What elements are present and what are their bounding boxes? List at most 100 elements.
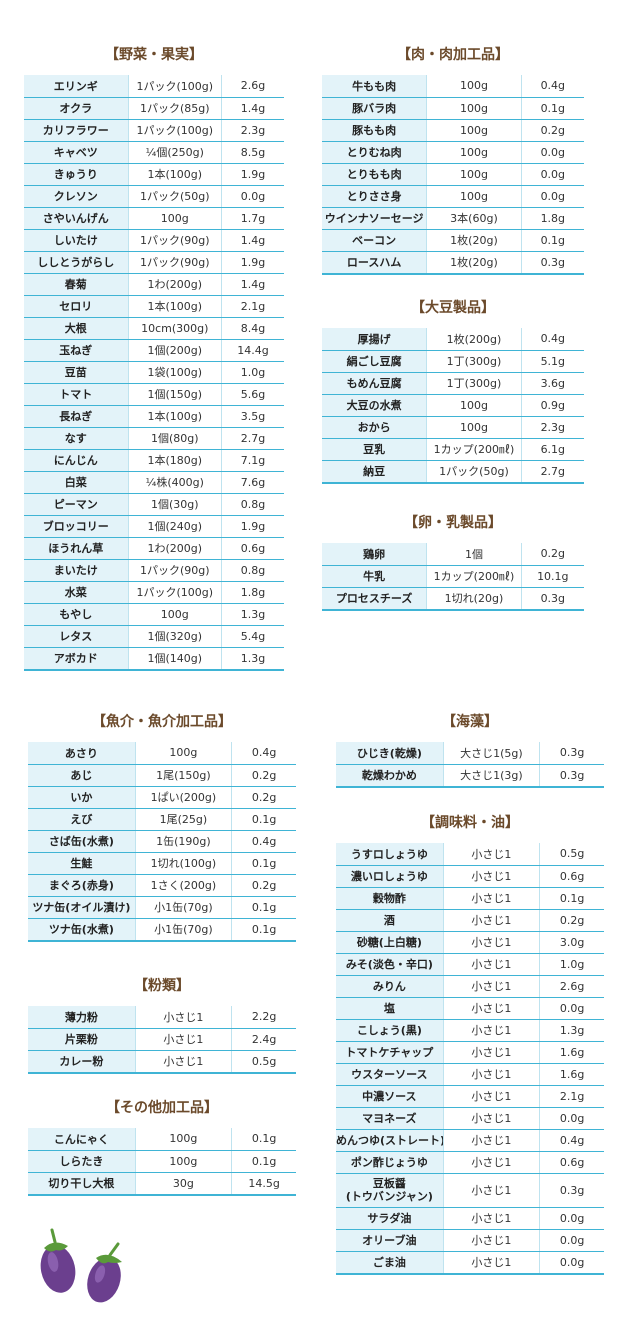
section-title: 【その他加工品】 xyxy=(106,1100,218,1116)
food-amount: 1本(180g) xyxy=(127,449,222,472)
table-row: みりん 小さじ1 2.6g xyxy=(336,975,604,998)
table-row: 厚揚げ 1枚(200g) 0.4g xyxy=(322,328,584,351)
table-row: 穀物酢 小さじ1 0.1g xyxy=(336,887,604,910)
food-value: 0.8g xyxy=(221,559,284,582)
section-title: 【粉類】 xyxy=(134,978,190,994)
table-row: カリフラワー 1パック(100g) 2.3g xyxy=(24,119,284,142)
food-value: 0.1g xyxy=(231,896,296,919)
food-value: 0.0g xyxy=(539,1251,604,1275)
table-row: トマト 1個(150g) 5.6g xyxy=(24,383,284,406)
table-row: ほうれん草 1わ(200g) 0.6g xyxy=(24,537,284,560)
food-value: 0.6g xyxy=(539,865,604,888)
food-name: 豆板醤 (トウバンジャン) xyxy=(336,1173,444,1208)
table-row: さやいんげん 100g 1.7g xyxy=(24,207,284,230)
food-amount: 大さじ1(5g) xyxy=(442,742,540,765)
food-name: ツナ缶(水煮) xyxy=(28,918,136,942)
food-amount: 1パック(100g) xyxy=(127,75,222,98)
section-soy: 【大豆製品】 厚揚げ 1枚(200g) 0.4g 絹ごし豆腐 1丁(300g) 5.1g も… xyxy=(322,298,584,484)
food-name: セロリ xyxy=(24,295,128,318)
dairy-table: 鶏卵 1個 0.2g 牛乳 1カップ(200㎖) 10.1g プロセスチーズ 1切れ(20g)… xyxy=(322,543,584,611)
eggplant-icon xyxy=(87,1242,122,1303)
food-value: 0.1g xyxy=(231,1128,296,1151)
food-amount: 1個(80g) xyxy=(127,427,222,450)
food-name: 大豆の水煮 xyxy=(322,394,427,417)
food-name: ロースハム xyxy=(322,251,427,275)
food-value: 1.3g xyxy=(539,1019,604,1042)
food-amount: 小さじ1 xyxy=(134,1006,232,1029)
table-row: 酒小さじ1 0.2g xyxy=(336,909,604,932)
food-amount: 3本(60g) xyxy=(426,207,522,230)
food-name: 乾燥わかめ xyxy=(336,764,444,788)
food-name: 中濃ソース xyxy=(336,1085,444,1108)
food-value: 1.0g xyxy=(221,361,284,384)
food-name: アボカド xyxy=(24,647,128,671)
food-name: ほうれん草 xyxy=(24,537,128,560)
food-name: 豚もも肉 xyxy=(322,119,427,142)
table-row: 生鮭 1切れ(100g) 0.1g xyxy=(28,852,296,875)
food-amount: 1枚(20g) xyxy=(426,229,522,252)
table-row: とりもも肉 100g 0.0g xyxy=(322,163,584,186)
food-amount: 1缶(190g) xyxy=(134,830,232,853)
table-row: トマトケチャップ 小さじ1 1.6g xyxy=(336,1041,604,1064)
food-value: 1.9g xyxy=(221,163,284,186)
table-row: カレー粉 小さじ1 0.5g xyxy=(28,1050,296,1074)
food-amount: 小さじ1 xyxy=(442,865,540,888)
table-row: なす 1個(80g) 2.7g xyxy=(24,427,284,450)
food-value: 0.2g xyxy=(520,119,584,142)
food-value: 1.6g xyxy=(539,1041,604,1064)
food-name: あじ xyxy=(28,764,136,787)
table-row: 大根 10cm(300g) 8.4g xyxy=(24,317,284,340)
food-amount: 100g xyxy=(127,603,222,626)
food-value: 2.1g xyxy=(221,295,284,318)
food-name: 牛もも肉 xyxy=(322,75,427,98)
table-row: ウインナソーセージ 3本(60g) 1.8g xyxy=(322,207,584,230)
food-name: まぐろ(赤身) xyxy=(28,874,136,897)
food-name: いか xyxy=(28,786,136,809)
food-value: 0.6g xyxy=(221,537,284,560)
table-row: もやし 100g 1.3g xyxy=(24,603,284,626)
table-row: 豆苗 1袋(100g) 1.0g xyxy=(24,361,284,384)
food-name: 濃いロしょうゆ xyxy=(336,865,444,888)
food-value: 0.5g xyxy=(539,843,604,866)
food-amount: 100g xyxy=(426,416,522,439)
food-amount: 小さじ1 xyxy=(442,1173,540,1208)
food-amount: 小さじ1 xyxy=(442,1251,540,1275)
food-amount: 1パック(100g) xyxy=(127,581,222,604)
food-amount: ¼個(250g) xyxy=(127,141,222,164)
food-amount: 小さじ1 xyxy=(134,1028,232,1051)
food-name: きゅうり xyxy=(24,163,128,186)
food-value: 0.4g xyxy=(520,75,584,98)
food-value: 7.1g xyxy=(221,449,284,472)
food-amount: 小さじ1 xyxy=(134,1050,232,1074)
food-name: しらたき xyxy=(28,1150,136,1173)
food-amount: 小さじ1 xyxy=(442,1229,540,1252)
food-amount: 1尾(150g) xyxy=(134,764,232,787)
table-row: 大豆の水煮 100g 0.9g xyxy=(322,394,584,417)
section-title: 【魚介・魚介加工品】 xyxy=(92,714,232,730)
food-name: ピーマン xyxy=(24,493,128,516)
table-row: あさり 100g 0.4g xyxy=(28,742,296,765)
table-row: うすロしょうゆ 小さじ1 0.5g xyxy=(336,843,604,866)
food-value: 0.2g xyxy=(231,874,296,897)
food-value: 5.1g xyxy=(520,350,584,373)
food-amount: 100g xyxy=(426,97,522,120)
table-row: サラダ油 小さじ1 0.0g xyxy=(336,1207,604,1230)
food-value: 3.6g xyxy=(520,372,584,395)
table-row: ごま油 小さじ1 0.0g xyxy=(336,1251,604,1275)
table-row: しらたき 100g 0.1g xyxy=(28,1150,296,1173)
table-row: ピーマン 1個(30g) 0.8g xyxy=(24,493,284,516)
food-name: みりん xyxy=(336,975,444,998)
food-name: ひじき(乾燥) xyxy=(336,742,444,765)
food-value: 5.4g xyxy=(221,625,284,648)
food-value: 0.4g xyxy=(539,1129,604,1152)
table-row: ロースハム 1枚(20g) 0.3g xyxy=(322,251,584,275)
food-value: 1.7g xyxy=(221,207,284,230)
food-name: なす xyxy=(24,427,128,450)
food-name: 玉ねぎ xyxy=(24,339,128,362)
food-value: 0.8g xyxy=(221,493,284,516)
food-amount: 1パック(100g) xyxy=(127,119,222,142)
food-amount: 小さじ1 xyxy=(442,1063,540,1086)
food-amount: 1切れ(100g) xyxy=(134,852,232,875)
food-name: 鶏卵 xyxy=(322,543,427,566)
table-row: 豆乳 1カップ(200㎖) 6.1g xyxy=(322,438,584,461)
